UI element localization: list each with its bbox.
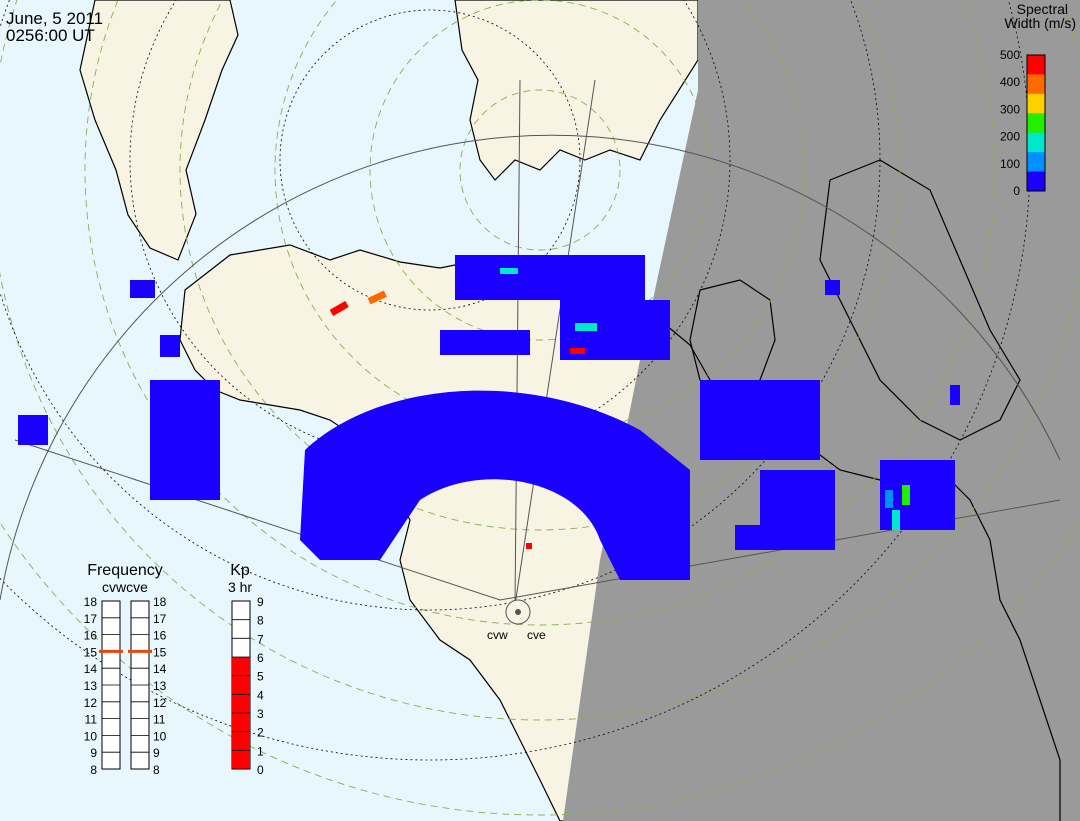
radar-label-west: cvw bbox=[487, 628, 508, 642]
colorbar-swatch bbox=[1027, 74, 1045, 95]
time-label: 0256:00 UT bbox=[6, 26, 95, 45]
colorbar-swatch bbox=[1027, 93, 1045, 114]
frequency-tick-right: 18 bbox=[153, 595, 167, 609]
frequency-tick-right: 16 bbox=[153, 629, 167, 643]
date-label: June, 5 2011 bbox=[6, 9, 103, 28]
colorbar: Spectral Width (m/s) 500 400 300 200 100 0 bbox=[1000, 1, 1076, 198]
frequency-tick-left: 12 bbox=[84, 696, 98, 710]
land-siberia bbox=[79, 0, 239, 261]
colorbar-tick-label: 200 bbox=[1000, 130, 1020, 144]
frequency-tick-left: 17 bbox=[84, 612, 98, 626]
radar-scatter-cells bbox=[18, 255, 960, 580]
frequency-tick-right: 14 bbox=[153, 662, 167, 676]
frequency-tick-left: 16 bbox=[84, 629, 98, 643]
frequency-tick-right: 8 bbox=[153, 763, 160, 777]
kp-tick-label: 6 bbox=[257, 651, 264, 665]
kp-tick-label: 8 bbox=[257, 614, 264, 628]
frequency-tick-right: 12 bbox=[153, 696, 167, 710]
kp-ticks: 9 8 7 6 5 4 3 2 1 0 bbox=[257, 595, 264, 777]
frequency-tick-right: 9 bbox=[153, 746, 160, 760]
scatter-cell bbox=[455, 255, 645, 300]
scatter-cell bbox=[735, 525, 760, 550]
scatter-cell bbox=[160, 335, 180, 357]
colorbar-tick-label: 0 bbox=[1013, 184, 1020, 198]
colorbar-title-line1: Spectral bbox=[1017, 1, 1068, 17]
frequency-tick-left: 14 bbox=[84, 662, 98, 676]
colorbar-tick-label: 400 bbox=[1000, 75, 1020, 89]
frequency-tick-left: 9 bbox=[90, 746, 97, 760]
scatter-cell-red bbox=[526, 543, 532, 549]
frequency-tick-left: 18 bbox=[84, 595, 98, 609]
scatter-cell bbox=[760, 470, 835, 550]
scatter-cell bbox=[700, 380, 820, 460]
colorbar-frame bbox=[1026, 54, 1046, 192]
colorbar-swatch bbox=[1027, 55, 1045, 75]
scatter-cell-cyan bbox=[892, 510, 900, 530]
kp-tick-label: 0 bbox=[257, 763, 264, 777]
scatter-cell bbox=[130, 280, 155, 298]
frequency-tick-right: 15 bbox=[153, 645, 167, 659]
radar-site: cvw cve bbox=[487, 599, 546, 642]
land-arctic-islands bbox=[454, 0, 699, 181]
scatter-main-arc bbox=[300, 390, 690, 580]
scatter-cell-red bbox=[570, 348, 585, 354]
scatter-cell-cyan bbox=[500, 268, 518, 274]
kp-subtitle: 3 hr bbox=[228, 579, 252, 595]
frequency-title: Frequency bbox=[87, 562, 163, 579]
kp-tick-label: 3 bbox=[257, 707, 264, 721]
scatter-cell bbox=[825, 280, 840, 295]
scatter-cell-cyan bbox=[575, 323, 597, 331]
colorbar-swatch bbox=[1027, 152, 1045, 173]
frequency-tick-right: 10 bbox=[153, 729, 167, 743]
kp-title: Kp bbox=[230, 562, 250, 579]
kp-tick-label: 2 bbox=[257, 726, 264, 740]
kp-tick-label: 7 bbox=[257, 632, 264, 646]
header: June, 5 2011 0256:00 UT bbox=[6, 9, 103, 45]
frequency-gridlines bbox=[102, 600, 149, 770]
higher-width-cells bbox=[329, 268, 910, 549]
frequency-tick-right: 11 bbox=[153, 713, 166, 727]
kp-tick-label: 4 bbox=[257, 688, 264, 702]
colorbar-tick-label: 500 bbox=[1000, 48, 1020, 62]
kp-tick-label: 5 bbox=[257, 670, 264, 684]
colorbar-swatches bbox=[1027, 55, 1045, 192]
kp-panel: Kp 3 hr 9 8 7 6 5 4 3 2 1 0 bbox=[228, 562, 264, 777]
frequency-tick-left: 8 bbox=[90, 763, 97, 777]
frequency-tick-left: 13 bbox=[84, 679, 98, 693]
scatter-cell-orange bbox=[367, 290, 387, 305]
scatter-cell bbox=[440, 330, 530, 355]
scatter-cell bbox=[150, 380, 220, 500]
colorbar-swatch bbox=[1027, 132, 1045, 153]
colorbar-ticks: 500 400 300 200 100 0 bbox=[1000, 48, 1020, 198]
frequency-ticks: 18 18 17 17 16 16 15 15 14 14 13 13 12 12 11 11 10 10 9 9 8 8 bbox=[84, 595, 167, 777]
radar-label-east: cve bbox=[527, 628, 546, 642]
colorbar-swatch bbox=[1027, 171, 1045, 192]
frequency-tick-left: 11 bbox=[85, 713, 98, 727]
scatter-cell bbox=[18, 415, 48, 445]
scatter-cell-red bbox=[329, 300, 349, 316]
scatter-cell bbox=[950, 385, 960, 405]
scatter-cell-azure bbox=[885, 490, 893, 508]
kp-gridlines bbox=[232, 600, 250, 770]
frequency-tick-left: 15 bbox=[84, 645, 98, 659]
kp-tick-label: 1 bbox=[257, 744, 264, 758]
colorbar-swatch bbox=[1027, 113, 1045, 134]
frequency-tick-left: 10 bbox=[84, 729, 98, 743]
colorbar-tick-label: 300 bbox=[1000, 102, 1020, 116]
colorbar-title-line2: Width (m/s) bbox=[1004, 15, 1076, 31]
scatter-cell-green bbox=[902, 485, 910, 505]
kp-tick-label: 9 bbox=[257, 595, 264, 609]
frequency-subtitle: cvwcve bbox=[102, 579, 148, 595]
frequency-tick-right: 13 bbox=[153, 679, 167, 693]
colorbar-tick-label: 100 bbox=[1000, 157, 1020, 171]
frequency-tick-right: 17 bbox=[153, 612, 167, 626]
